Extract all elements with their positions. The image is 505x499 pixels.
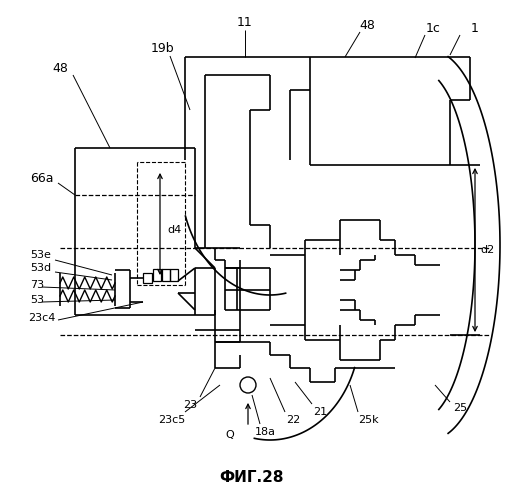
Text: 23c5: 23c5 xyxy=(159,415,186,425)
Bar xyxy=(170,269,178,281)
Text: 53d: 53d xyxy=(30,263,51,273)
Bar xyxy=(162,269,170,281)
Text: 25: 25 xyxy=(453,403,467,413)
Text: 21: 21 xyxy=(313,407,327,417)
Text: Q: Q xyxy=(226,430,234,440)
Text: 19b: 19b xyxy=(150,41,174,54)
Text: 1c: 1c xyxy=(426,21,440,34)
Text: d2: d2 xyxy=(480,245,494,255)
Text: d4: d4 xyxy=(167,225,181,235)
Text: 25k: 25k xyxy=(358,415,378,425)
Text: 11: 11 xyxy=(237,15,253,28)
Text: 66a: 66a xyxy=(30,172,54,185)
Text: 48: 48 xyxy=(359,18,375,31)
Text: 53: 53 xyxy=(30,295,44,305)
Text: 53e: 53e xyxy=(30,250,51,260)
Text: 23c4: 23c4 xyxy=(28,313,56,323)
Text: 18a: 18a xyxy=(255,427,276,437)
Text: 48: 48 xyxy=(52,61,68,74)
Text: 23: 23 xyxy=(183,400,197,410)
Text: 1: 1 xyxy=(471,21,479,34)
Bar xyxy=(143,273,152,283)
Text: ФИГ.28: ФИГ.28 xyxy=(220,471,284,486)
Text: 73: 73 xyxy=(30,280,44,290)
Text: 22: 22 xyxy=(286,415,300,425)
Bar xyxy=(153,269,161,281)
